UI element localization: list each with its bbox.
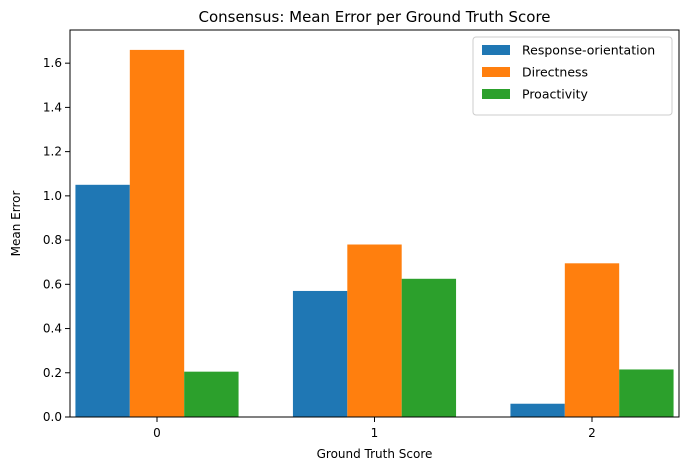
y-tick-label: 1.6 [43,56,62,70]
y-tick-label: 0.6 [43,277,62,291]
chart-title: Consensus: Mean Error per Ground Truth S… [198,8,550,26]
bar-response-orientation-1 [292,290,348,417]
x-tick-label: 0 [153,426,161,440]
x-tick-label: 2 [588,426,596,440]
legend-box [472,36,673,116]
bar-proactivity-2 [619,369,674,417]
legend-swatch [482,67,510,77]
bar-proactivity-1 [401,278,457,417]
legend-label: Response-orientation [522,43,655,58]
legend-label: Proactivity [522,87,589,102]
axes-group: 0.0 0.2 0.4 0.6 0.8 1.0 1.2 1.4 1.6 0 1 2 [43,29,680,440]
y-axis-label: Mean Error [9,191,23,257]
y-tick-label: 1.4 [43,100,62,114]
y-tick-label: 1.0 [43,189,62,203]
y-tick-label: 0.0 [43,410,62,424]
x-tick-label: 1 [371,426,379,440]
legend-label: Directness [522,65,588,80]
y-tick-label: 0.2 [43,366,62,380]
bar-directness-0 [129,49,185,417]
bar-directness-1 [347,244,402,417]
bars-group [75,49,674,417]
y-tick-label: 1.2 [43,145,62,159]
y-tick-label: 0.4 [43,322,62,336]
legend-swatch [482,89,510,99]
legend: Response-orientation Directness Proactivit… [472,36,673,116]
bar-response-orientation-0 [75,184,130,417]
x-axis-label: Ground Truth Score [317,447,433,461]
bar-proactivity-0 [184,371,239,417]
legend-swatch [482,45,510,55]
y-tick-label: 0.8 [43,233,62,247]
bar-response-orientation-2 [510,403,565,417]
bar-directness-2 [564,263,620,417]
